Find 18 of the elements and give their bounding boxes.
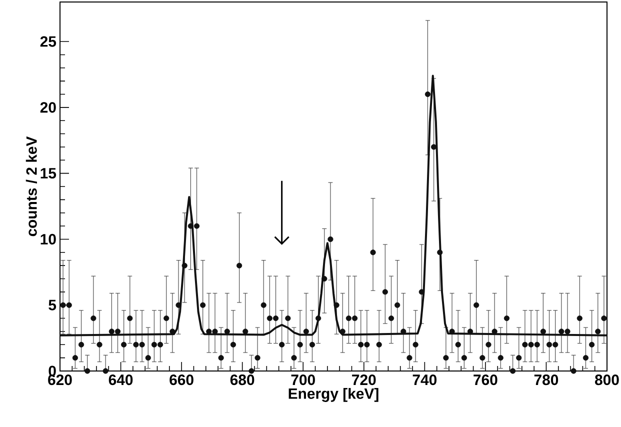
y-tick-label: 15 — [40, 168, 56, 179]
x-tick-label: 740 — [412, 374, 437, 386]
x-tick-label: 720 — [352, 374, 376, 386]
line-series — [59, 74, 608, 336]
x-tick-label: 780 — [534, 374, 558, 386]
x-tick-label: 700 — [291, 374, 315, 386]
x-axis-title: Energy [keV] — [288, 388, 378, 402]
y-tick-label: 25 — [40, 36, 56, 47]
y-tick-label: 20 — [40, 102, 56, 113]
x-tick-label: 760 — [474, 374, 498, 386]
y-tick-label: 5 — [48, 300, 56, 310]
x-tick-label: 640 — [108, 374, 133, 386]
y-tick-label: 10 — [40, 234, 56, 244]
x-tick-label: 680 — [230, 374, 254, 386]
x-tick-label: 620 — [48, 374, 72, 386]
x-tick-label: 660 — [170, 374, 194, 386]
x-tick-label: 800 — [595, 374, 619, 386]
y-axis-title: counts / 2 keV — [26, 136, 38, 236]
